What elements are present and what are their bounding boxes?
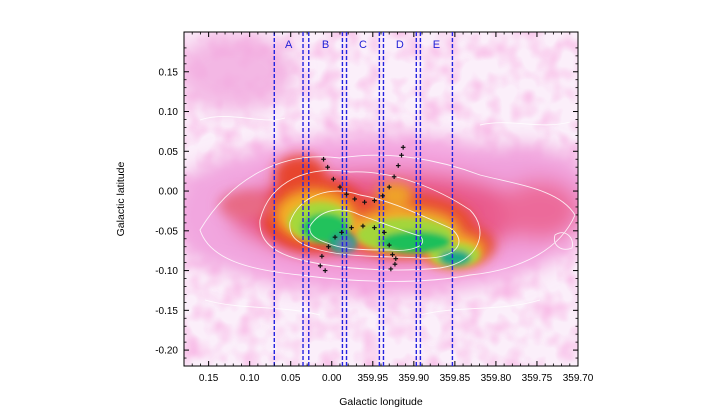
region-label-a: A [285, 39, 293, 51]
orbit-point [321, 156, 326, 162]
orbit-point [380, 193, 385, 199]
region-label-c: C [359, 39, 367, 51]
y-tick-label: 0.15 [159, 67, 179, 78]
x-tick-label: 359.95 [357, 373, 388, 384]
orbit-point [325, 164, 330, 170]
orbit-point [362, 199, 367, 205]
x-tick-label: 359.75 [522, 373, 553, 384]
intensity-contours [199, 116, 576, 316]
orbit-point [395, 163, 401, 168]
orbit-point [391, 174, 397, 180]
orbit-point [337, 184, 343, 190]
region-boundaries: A B C D E [273, 32, 454, 366]
orbit-point [339, 230, 344, 235]
orbit-point [372, 198, 377, 203]
y-axis-title: Galactic latitude [115, 161, 127, 236]
orbit-point [319, 253, 325, 259]
x-tick-label: 359.90 [399, 373, 430, 384]
x-tick-label: 0.00 [322, 373, 342, 384]
x-axis-ticks: 0.15 0.10 0.05 0.00 359.95 359.90 359.85 359.80… [191, 32, 594, 384]
orbit-point [381, 230, 387, 235]
y-tick-label: 0.10 [159, 107, 179, 118]
x-tick-label: 359.70 [563, 373, 594, 384]
orbit-point [372, 225, 377, 230]
orbit-point [349, 225, 354, 230]
region-label-b: B [322, 39, 329, 51]
x-tick-label: 359.85 [440, 373, 471, 384]
heatmap-image [184, 32, 578, 366]
x-tick-label: 0.05 [281, 373, 301, 384]
orbit-point [399, 152, 404, 158]
orbit-point [322, 268, 328, 273]
y-tick-label: -0.05 [155, 226, 178, 237]
x-axis-title: Galactic longitude [339, 396, 423, 408]
y-tick-label: -0.10 [155, 266, 178, 277]
y-axis-ticks: 0.15 0.10 0.05 0.00 -0.05 -0.10 -0.15 -0.20 [155, 47, 578, 359]
orbit-point [326, 244, 331, 250]
x-tick-label: 0.10 [240, 373, 260, 384]
orbit-point [392, 261, 398, 267]
y-tick-label: 0.00 [159, 187, 179, 198]
orbit-point [390, 252, 395, 257]
orbit-point [386, 242, 392, 248]
orbit-point [317, 263, 323, 269]
orbit-point [332, 234, 338, 240]
orbit-point [360, 223, 366, 229]
orbit-point [393, 256, 399, 261]
orbit-point [352, 196, 358, 202]
orbit-point [344, 191, 349, 197]
y-tick-label: -0.15 [155, 306, 178, 317]
orbit-point [386, 184, 392, 190]
region-label-e: E [433, 39, 440, 51]
y-tick-label: -0.20 [155, 346, 178, 357]
orbit-markers [317, 145, 406, 273]
orbit-point [331, 176, 336, 182]
y-tick-label: 0.05 [159, 147, 179, 158]
orbit-point [400, 145, 406, 150]
orbit-point [388, 266, 394, 272]
x-tick-label: 0.15 [199, 373, 219, 384]
region-label-d: D [396, 39, 404, 51]
x-tick-label: 359.80 [481, 373, 512, 384]
